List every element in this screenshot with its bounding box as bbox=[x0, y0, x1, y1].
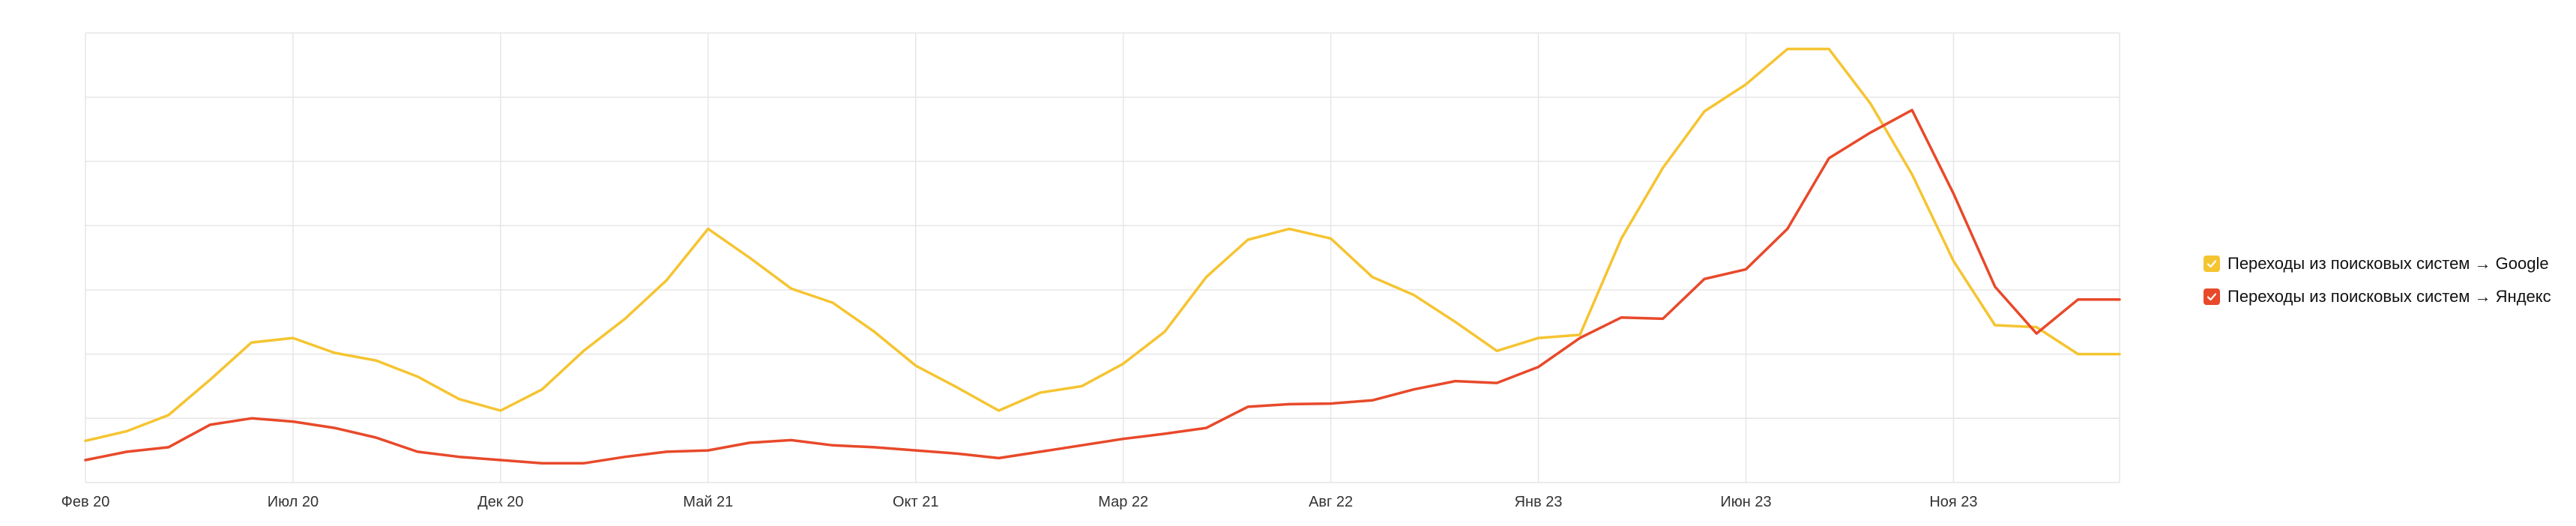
x-tick-label: Окт 21 bbox=[893, 494, 939, 510]
checkbox-checked-icon[interactable] bbox=[2204, 288, 2220, 305]
x-tick-label: Дек 20 bbox=[477, 494, 523, 510]
checkbox-checked-icon[interactable] bbox=[2204, 256, 2220, 272]
series-line-yandex[interactable] bbox=[84, 109, 2121, 465]
series-line-google[interactable] bbox=[84, 47, 2121, 443]
x-tick-label: Янв 23 bbox=[1515, 494, 1563, 510]
series-lines[interactable] bbox=[84, 47, 2121, 465]
legend-item-yandex[interactable]: Переходы из поисковых систем → Яндекс bbox=[2204, 280, 2551, 313]
legend-item-google[interactable]: Переходы из поисковых систем → Google bbox=[2204, 247, 2551, 280]
legend: Переходы из поисковых систем → Google Пе… bbox=[2204, 247, 2551, 313]
x-tick-label: Июн 23 bbox=[1720, 494, 1771, 510]
x-tick-label: Фев 20 bbox=[61, 494, 110, 510]
x-tick-label: Авг 22 bbox=[1309, 494, 1353, 510]
legend-label: Переходы из поисковых систем → Google bbox=[2227, 254, 2549, 273]
x-tick-label: Июл 20 bbox=[268, 494, 319, 510]
legend-label: Переходы из поисковых систем → Яндекс bbox=[2227, 287, 2551, 306]
x-tick-label: Мар 22 bbox=[1098, 494, 1148, 510]
grid bbox=[85, 32, 2120, 483]
x-tick-label: Ноя 23 bbox=[1929, 494, 1977, 510]
x-tick-label: Май 21 bbox=[683, 494, 733, 510]
x-axis-tick-labels: Фев 20 Июл 20 Дек 20 Май 21 Окт 21 Мар 22 Авг … bbox=[61, 494, 1978, 510]
